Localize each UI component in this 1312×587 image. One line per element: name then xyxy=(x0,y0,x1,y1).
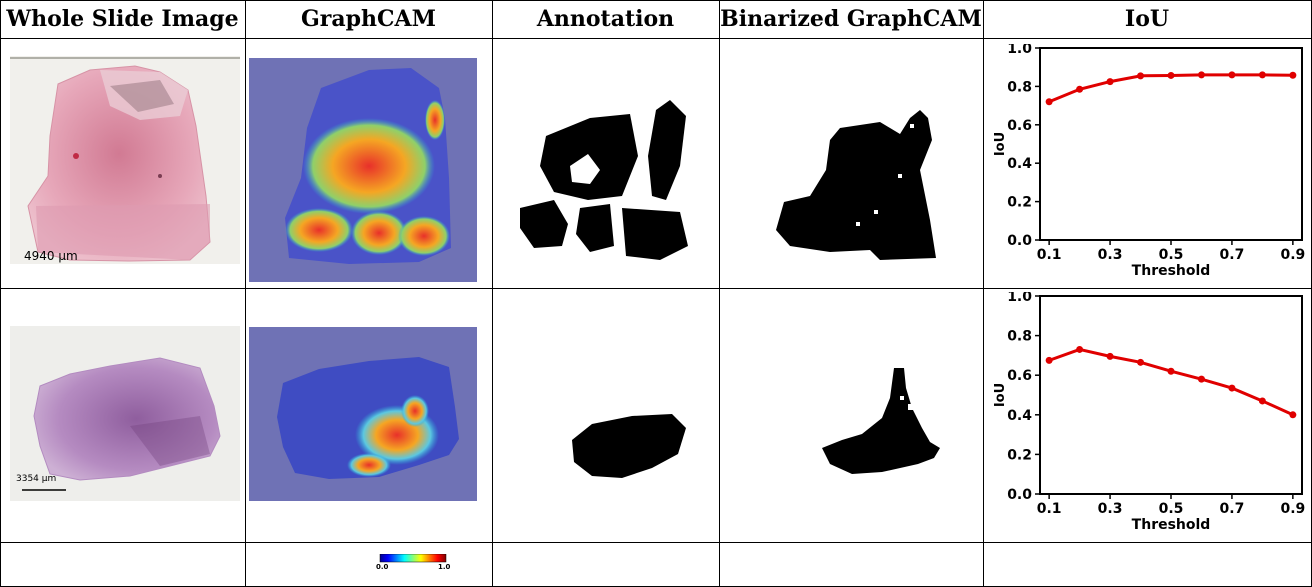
header-whole-slide-image: Whole Slide Image xyxy=(6,6,239,32)
y-tick-label: 0.8 xyxy=(1007,79,1032,95)
annotation-mask-2 xyxy=(572,414,686,478)
series-line xyxy=(1048,347,1294,417)
y-tick-label: 0.0 xyxy=(1007,487,1032,503)
y-axis-label: IoU xyxy=(993,383,1008,407)
x-tick-label: 0.5 xyxy=(1159,501,1184,517)
iou-chart-2: 0.0 0.2 0.4 0.6 0.8 1.0 0.1 0.3 0.5 0.7 0.9 Thresho… xyxy=(993,292,1305,533)
data-point xyxy=(1258,397,1266,405)
col-rule-4 xyxy=(983,0,984,587)
x-tick-label: 0.7 xyxy=(1220,501,1245,517)
data-point xyxy=(1228,384,1236,392)
binarized-graphcam-2 xyxy=(822,368,940,474)
x-tick-label: 0.9 xyxy=(1280,247,1305,263)
x-axis-label: Threshold xyxy=(1132,517,1211,533)
col-rule-2 xyxy=(492,0,493,587)
plot-frame xyxy=(1039,295,1303,495)
whole-slide-image-1 xyxy=(10,56,240,264)
y-tick-label: 0.4 xyxy=(1007,408,1032,424)
header-rule xyxy=(0,38,1312,39)
graphcam-heatmap-2 xyxy=(249,327,477,501)
x-tick-label: 0.7 xyxy=(1220,247,1245,263)
row-rule-2 xyxy=(0,542,1312,543)
data-point xyxy=(1228,71,1236,79)
data-point xyxy=(1167,71,1175,79)
data-point xyxy=(1045,98,1053,106)
y-tick-label: 0.4 xyxy=(1007,156,1032,172)
x-tick-label: 0.3 xyxy=(1098,247,1123,263)
y-tick-label: 1.0 xyxy=(1007,44,1032,57)
data-point xyxy=(1197,375,1205,383)
graphcam-colorbar xyxy=(379,554,447,563)
data-point xyxy=(1197,71,1205,79)
x-tick-label: 0.5 xyxy=(1159,247,1184,263)
data-point xyxy=(1258,71,1266,79)
row-rule-1 xyxy=(0,288,1312,289)
col-rule-3 xyxy=(719,0,720,587)
x-tick-label: 0.1 xyxy=(1037,501,1062,517)
annotation-mask-1 xyxy=(520,100,688,260)
y-tick-label: 0.8 xyxy=(1007,329,1032,345)
y-tick-label: 0.2 xyxy=(1007,447,1032,463)
scale-bar-label: 3354 µm xyxy=(16,474,57,484)
x-tick-label: 0.3 xyxy=(1098,501,1123,517)
whole-slide-image-2 xyxy=(10,326,240,501)
y-axis-label: IoU xyxy=(993,132,1008,156)
colorbar-max-label: 1.0 xyxy=(438,563,451,571)
data-point xyxy=(1289,71,1297,79)
y-tick-label: 1.0 xyxy=(1007,292,1032,305)
x-tick-label: 0.9 xyxy=(1280,501,1305,517)
y-tick-label: 0.6 xyxy=(1007,118,1032,134)
header-binarized-graphcam: Binarized GraphCAM xyxy=(720,6,982,32)
data-point xyxy=(1045,356,1053,364)
binarized-graphcam-1 xyxy=(776,110,936,260)
scale-bar-label: 4940 µm xyxy=(24,249,78,263)
y-tick-label: 0.2 xyxy=(1007,195,1032,211)
header-annotation: Annotation xyxy=(536,6,675,32)
colorbar-min-label: 0.0 xyxy=(376,563,389,571)
data-point xyxy=(1289,411,1297,419)
iou-chart-1: 0.0 0.2 0.4 0.6 0.8 1.0 0.1 0.3 0.5 0.7 0.9 Thresho… xyxy=(993,44,1305,279)
data-point xyxy=(1106,78,1114,86)
data-point xyxy=(1137,72,1145,80)
y-tick-label: 0.0 xyxy=(1007,233,1032,249)
graphcam-heatmap-1 xyxy=(249,58,477,282)
col-rule-0 xyxy=(0,0,1,587)
header-iou: IoU xyxy=(1124,6,1170,32)
x-tick-label: 0.1 xyxy=(1037,247,1062,263)
data-point xyxy=(1167,367,1175,375)
header-graphcam: GraphCAM xyxy=(301,6,436,32)
data-point xyxy=(1106,352,1114,360)
data-point xyxy=(1076,85,1084,93)
y-tick-label: 0.6 xyxy=(1007,368,1032,384)
table-border-top xyxy=(0,0,1312,1)
x-axis-label: Threshold xyxy=(1132,263,1211,279)
data-point xyxy=(1137,358,1145,366)
data-point xyxy=(1076,345,1084,353)
col-rule-1 xyxy=(245,0,246,587)
